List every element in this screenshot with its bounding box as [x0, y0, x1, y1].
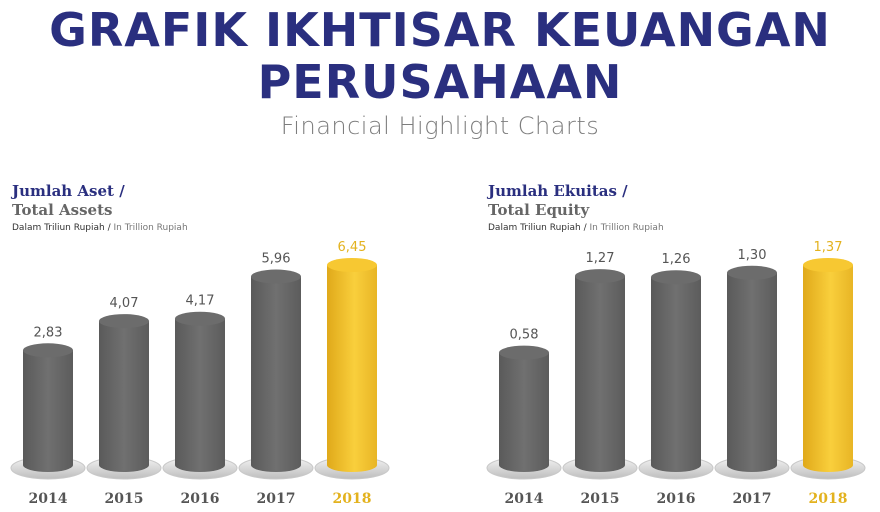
- bar: [575, 276, 625, 472]
- chart-unit: Dalam Triliun Rupiah / In Trillion Rupia…: [488, 223, 664, 233]
- x-tick-label: 2017: [733, 491, 772, 507]
- bar: [23, 350, 73, 472]
- data-label: 1,37: [814, 240, 843, 255]
- data-label: 5,96: [262, 252, 291, 267]
- unit-en: In Trillion Rupiah: [589, 223, 664, 233]
- bar-top: [651, 270, 701, 285]
- x-tick-label: 2014: [29, 491, 68, 507]
- x-tick-label: 2015: [105, 491, 144, 507]
- chart-subtitle: Total Assets: [12, 201, 113, 219]
- bar-top: [727, 265, 777, 280]
- x-tick-label: 2015: [581, 491, 620, 507]
- bar-top: [251, 269, 301, 284]
- bar-top: [175, 311, 225, 326]
- data-label: 1,30: [738, 248, 767, 263]
- chart-title: Jumlah Aset /: [12, 182, 125, 200]
- data-label: 4,17: [186, 294, 215, 309]
- bar: [803, 265, 853, 472]
- bar-top: [499, 345, 549, 360]
- unit-en: In Trillion Rupiah: [113, 223, 188, 233]
- data-label: 6,45: [338, 240, 367, 255]
- bar: [727, 272, 777, 472]
- x-tick-label: 2018: [333, 491, 372, 507]
- data-label: 0,58: [510, 328, 539, 343]
- bar: [251, 276, 301, 472]
- bar-top: [803, 258, 853, 272]
- bar: [651, 277, 701, 472]
- chart-unit: Dalam Triliun Rupiah / In Trillion Rupia…: [12, 223, 188, 233]
- total-equity-panel: Jumlah Ekuitas / Total Equity Dalam Tril…: [486, 180, 880, 512]
- x-tick-label: 2016: [657, 491, 696, 507]
- total-equity-chart: 0,58 2014 1,27 2015 1,26 2016 1,30 2017 1,37 2018: [486, 240, 866, 507]
- page-subtitle: Financial Highlight Charts: [280, 112, 600, 140]
- bar-top: [23, 343, 73, 358]
- chart-title: Jumlah Ekuitas /: [488, 182, 628, 200]
- bar-top: [575, 269, 625, 284]
- unit-id: Dalam Triliun Rupiah /: [12, 223, 111, 233]
- data-label: 1,27: [586, 251, 615, 266]
- bar: [327, 265, 377, 472]
- page-title-line-2: PERUSAHAAN: [257, 55, 623, 109]
- bar: [175, 318, 225, 472]
- data-label: 2,83: [34, 325, 63, 340]
- total-assets-panel: Jumlah Aset / Total Assets Dalam Triliun…: [10, 180, 410, 512]
- x-tick-label: 2014: [505, 491, 544, 507]
- bar: [499, 352, 549, 472]
- data-label: 4,07: [110, 296, 139, 311]
- bar: [99, 321, 149, 472]
- chart-subtitle: Total Equity: [488, 201, 590, 219]
- total-assets-chart: 2,83 2014 4,07 2015 4,17 2016 5,96 2017 6,45 2018: [10, 240, 390, 507]
- data-label: 1,26: [662, 252, 691, 267]
- x-tick-label: 2016: [181, 491, 220, 507]
- x-tick-label: 2018: [809, 491, 848, 507]
- bar-top: [99, 314, 149, 329]
- x-tick-label: 2017: [257, 491, 296, 507]
- page-title-line-1: GRAFIK IKHTISAR KEUANGAN: [49, 3, 831, 57]
- bar-top: [327, 258, 377, 272]
- unit-id: Dalam Triliun Rupiah /: [488, 223, 587, 233]
